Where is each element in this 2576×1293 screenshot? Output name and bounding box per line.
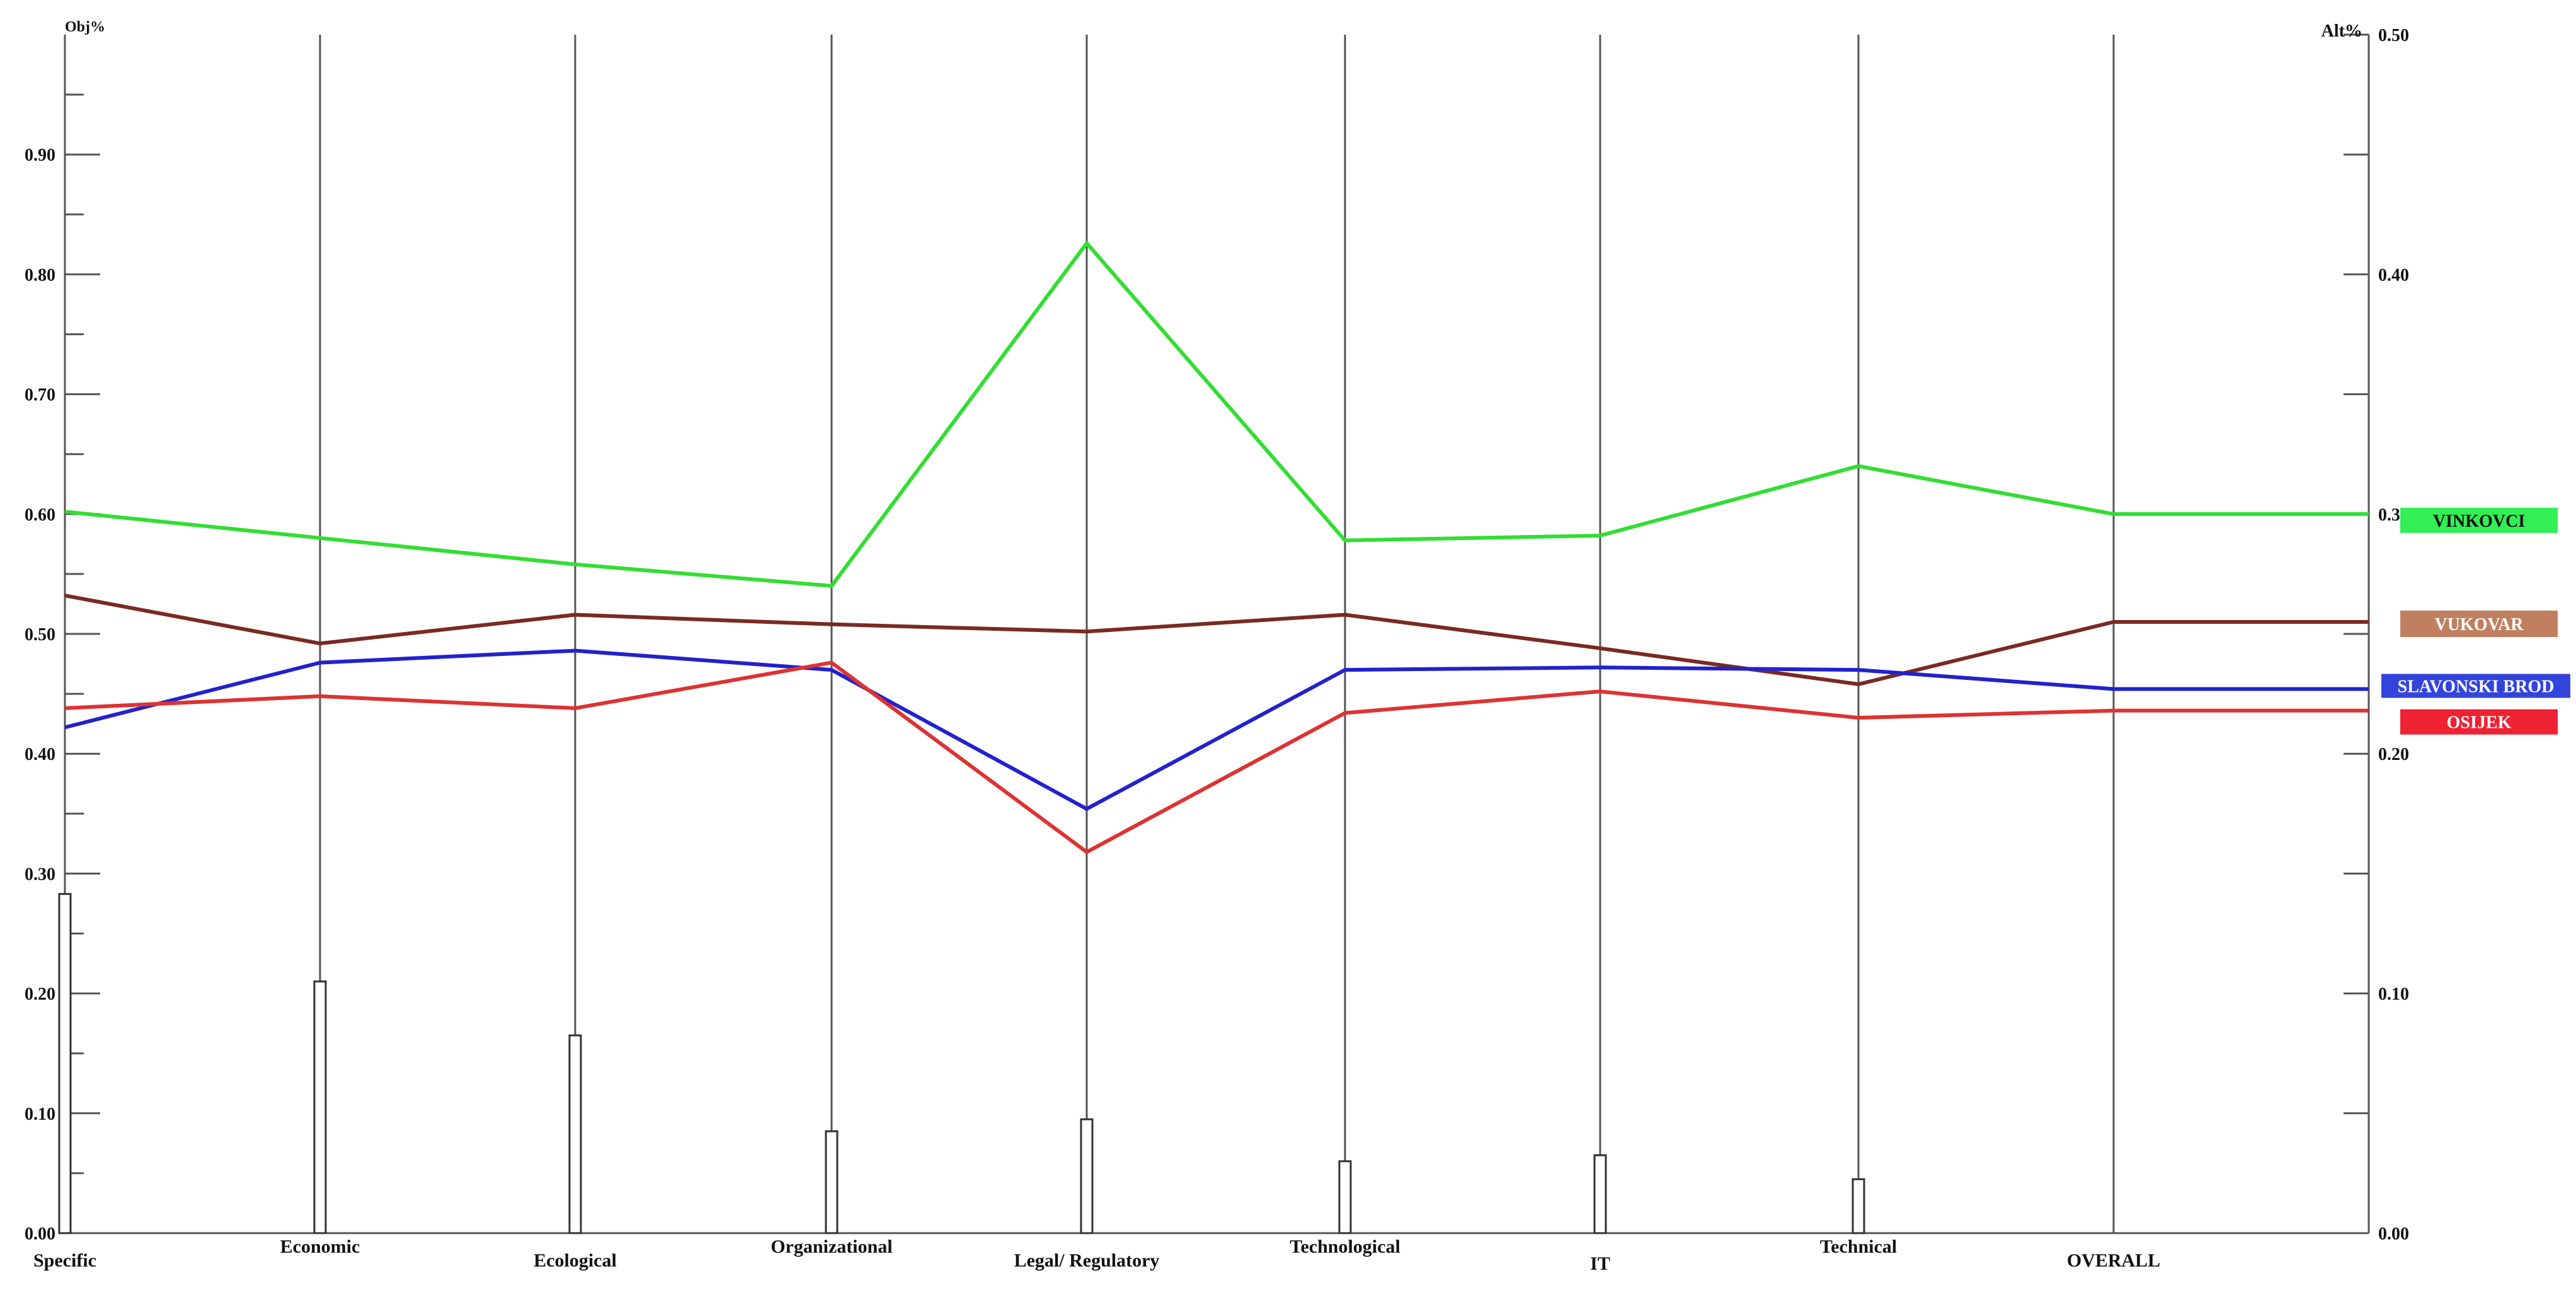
right-tick-label: 0.50 — [2378, 26, 2409, 45]
category-label: Organizational — [770, 1236, 892, 1257]
series-line — [64, 660, 2369, 854]
labels-layer: 0.00 0.10 0.20 0.30 0.40 0.50 0.60 0.70 0.80 0.90… — [25, 19, 2409, 1274]
category-label: Technical — [1820, 1236, 1897, 1257]
left-tick-label: 0.40 — [25, 745, 55, 764]
left-tick-label: 0.20 — [25, 985, 55, 1004]
legend-swatch — [2400, 610, 2558, 637]
legend-label: VINKOVCI — [2433, 512, 2525, 531]
category-label: Legal/ Regulatory — [1014, 1250, 1160, 1271]
category-label: IT — [1590, 1253, 1610, 1274]
left-tick-label: 0.90 — [25, 146, 55, 165]
left-tick-label: 0.00 — [25, 1224, 55, 1244]
axes-layer — [64, 33, 2370, 1234]
legend-swatch — [2400, 709, 2558, 735]
left-tick-label: 0.10 — [25, 1105, 55, 1124]
left-tick-label: 0.60 — [25, 505, 55, 525]
objective-weight-bar — [1338, 1160, 1352, 1234]
series-line — [64, 648, 2369, 811]
series-line — [64, 241, 2369, 588]
series-line — [64, 594, 2369, 686]
left-tick-label: 0.50 — [25, 625, 55, 645]
left-tick-label: 0.80 — [25, 265, 55, 285]
left-tick-label: 0.30 — [25, 865, 55, 884]
series-lines-layer — [64, 241, 2369, 854]
category-label: Technological — [1290, 1236, 1400, 1257]
objective-weight-bar — [313, 980, 327, 1234]
category-label: OVERALL — [2067, 1250, 2160, 1271]
category-label: Ecological — [534, 1250, 617, 1271]
legend-label: SLAVONSKI BROD — [2398, 677, 2555, 696]
left-axis-label: Obj% — [65, 19, 105, 35]
category-label: Economic — [280, 1236, 360, 1257]
right-axis-label: Alt% — [2321, 21, 2362, 41]
right-tick-label: 0.10 — [2378, 985, 2409, 1004]
objective-weight-bar — [58, 893, 72, 1234]
legend-label: VUKOVAR — [2434, 615, 2524, 635]
right-tick-label: 0.00 — [2378, 1224, 2409, 1244]
objective-weight-bar — [1593, 1154, 1607, 1234]
right-tick-label: 0.40 — [2378, 265, 2409, 285]
left-tick-label: 0.70 — [25, 386, 55, 405]
weight-bars-layer — [58, 893, 1865, 1234]
objective-weight-bar — [568, 1034, 582, 1234]
legend-swatch — [2400, 507, 2558, 533]
objective-weight-bar — [1852, 1178, 1865, 1234]
legend-layer: VINKOVCI VUKOVAR SLAVONSKI BROD OSIJEK — [2381, 507, 2570, 735]
right-tick-label: 0.20 — [2378, 745, 2409, 764]
objective-weight-bar — [825, 1130, 839, 1234]
legend-swatch — [2381, 674, 2570, 698]
category-label: Specific — [33, 1250, 96, 1271]
legend-label: OSIJEK — [2447, 713, 2512, 733]
objective-weight-bar — [1080, 1118, 1094, 1234]
